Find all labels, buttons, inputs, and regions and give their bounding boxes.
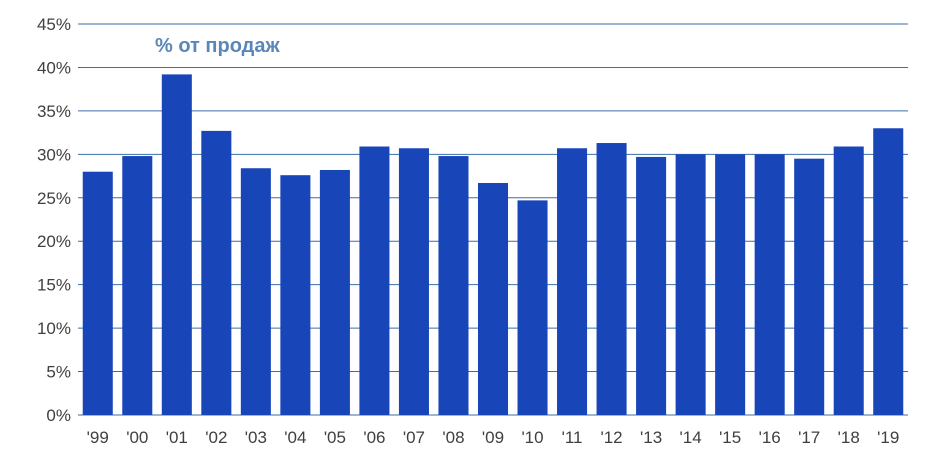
bar bbox=[517, 200, 548, 415]
bar bbox=[873, 128, 904, 415]
y-axis-ticks: 0% 5% 10% 15% 20% 25% 30% 35% 40% 45% bbox=[37, 15, 71, 425]
bar bbox=[477, 183, 509, 415]
x-tick-label: '02 bbox=[205, 428, 227, 447]
bar bbox=[557, 148, 588, 416]
y-tick-label: 0% bbox=[46, 406, 71, 425]
x-tick-label: '12 bbox=[600, 428, 622, 447]
x-tick-label: '03 bbox=[245, 428, 267, 447]
bar bbox=[359, 146, 390, 415]
x-tick-label: '14 bbox=[680, 428, 702, 447]
x-tick-label: '04 bbox=[284, 428, 306, 447]
bar bbox=[438, 156, 469, 415]
x-tick-label: '16 bbox=[759, 428, 781, 447]
x-tick-label: '13 bbox=[640, 428, 662, 447]
x-tick-label: '18 bbox=[838, 428, 860, 447]
bar bbox=[161, 74, 192, 415]
y-tick-label: 10% bbox=[37, 319, 71, 338]
bar bbox=[398, 148, 429, 416]
chart-title: % от продаж bbox=[155, 35, 280, 57]
x-tick-label: '19 bbox=[877, 428, 899, 447]
bar bbox=[754, 154, 785, 416]
bar bbox=[122, 156, 153, 415]
x-axis-ticks: '99 '00 '01 '02 '03 '04 '05 '06 '07 '08 '09 '10 '11 '… bbox=[87, 428, 900, 447]
x-tick-label: '01 bbox=[166, 428, 188, 447]
x-tick-label: '07 bbox=[403, 428, 425, 447]
bar bbox=[794, 158, 825, 415]
bar bbox=[82, 171, 113, 415]
y-tick-label: 25% bbox=[37, 189, 71, 208]
y-tick-label: 40% bbox=[37, 58, 71, 77]
y-tick-label: 15% bbox=[37, 276, 71, 295]
bar bbox=[715, 154, 746, 416]
y-tick-label: 30% bbox=[37, 145, 71, 164]
bar bbox=[201, 130, 232, 415]
bar bbox=[675, 154, 706, 416]
x-tick-label: '06 bbox=[363, 428, 385, 447]
bar bbox=[280, 175, 311, 415]
y-tick-label: 5% bbox=[46, 363, 71, 382]
x-tick-label: '10 bbox=[521, 428, 543, 447]
bar bbox=[240, 168, 271, 415]
bar bbox=[319, 169, 350, 415]
x-tick-label: '09 bbox=[482, 428, 504, 447]
bar bbox=[596, 143, 627, 415]
x-tick-label: '08 bbox=[442, 428, 464, 447]
y-tick-label: 20% bbox=[37, 232, 71, 251]
x-tick-label: '15 bbox=[719, 428, 741, 447]
x-tick-label: '99 bbox=[87, 428, 109, 447]
x-tick-label: '17 bbox=[798, 428, 820, 447]
bars bbox=[82, 74, 904, 416]
x-tick-label: '05 bbox=[324, 428, 346, 447]
bar bbox=[833, 146, 864, 415]
y-tick-label: 45% bbox=[37, 15, 71, 34]
y-tick-label: 35% bbox=[37, 102, 71, 121]
x-tick-label: '00 bbox=[126, 428, 148, 447]
x-tick-label: '11 bbox=[562, 428, 583, 447]
bar bbox=[636, 156, 667, 415]
